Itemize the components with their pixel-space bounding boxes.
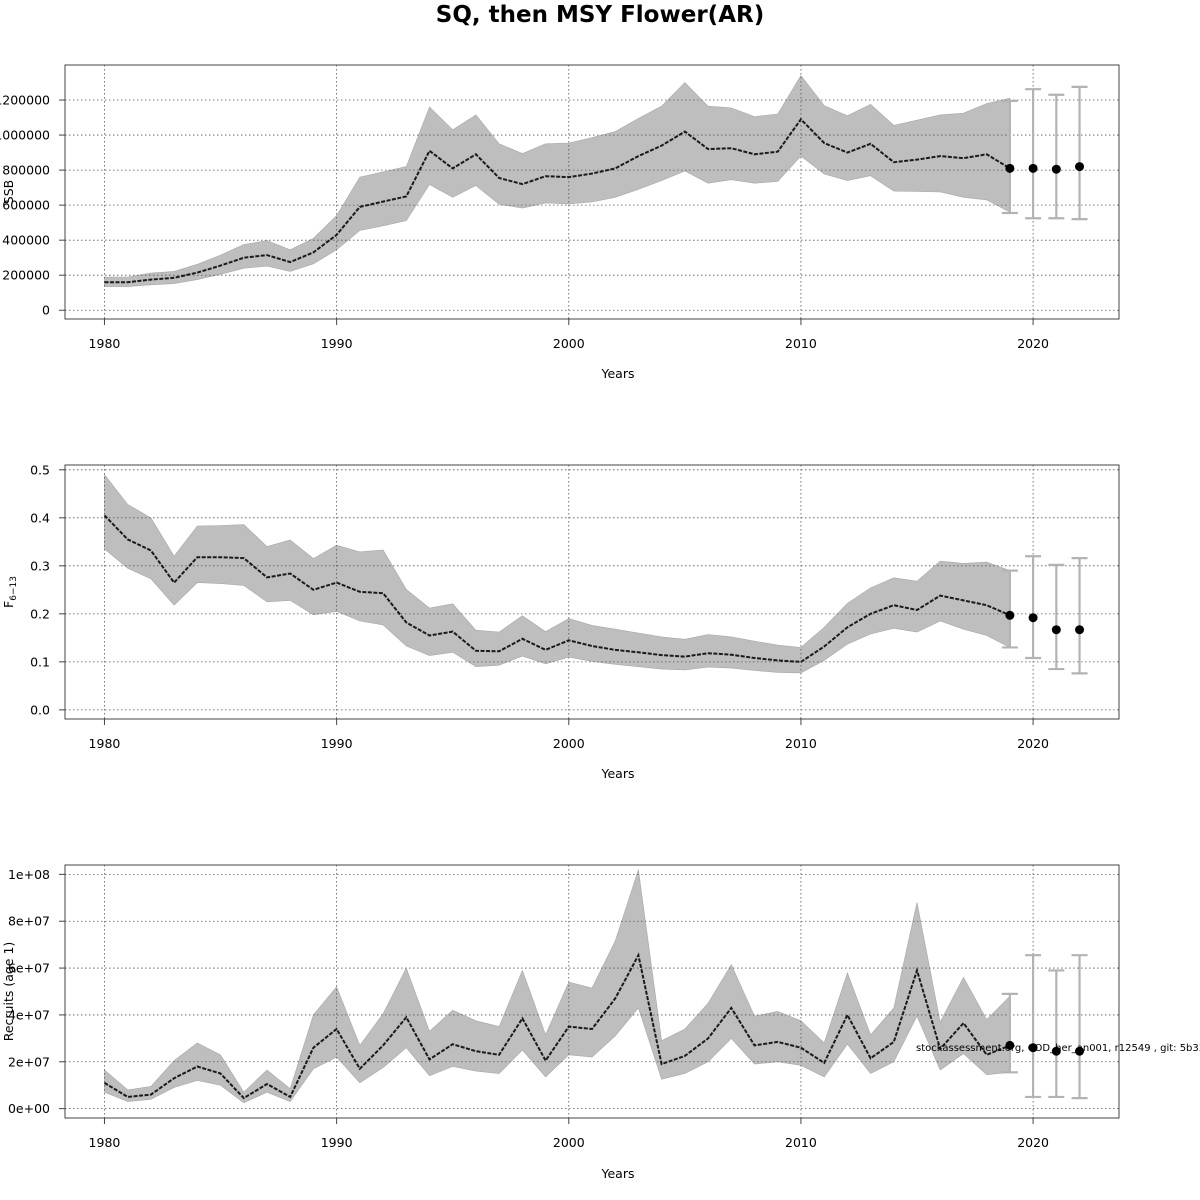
y-tick-label: 1200000	[0, 93, 50, 108]
y-tick-label: 1e+08	[8, 867, 50, 882]
median-line	[103, 952, 1011, 1100]
forecast-point	[1051, 625, 1061, 635]
stamp-annotation: stockassessment.org, COD_her_an001, r125…	[916, 1043, 1200, 1054]
forecast-point	[1005, 163, 1015, 173]
y-tick-label: 400000	[2, 233, 50, 248]
y-tick-label: 2e+07	[8, 1054, 50, 1069]
y-tick-label: 6e+07	[8, 961, 50, 976]
y-tick-label: 0.2	[30, 606, 50, 621]
y-tick-label: 0.0	[30, 702, 50, 717]
y-tick-label: 800000	[2, 163, 50, 178]
y-tick-label: 0.1	[30, 654, 50, 669]
y-tick-label: 8e+07	[8, 914, 50, 929]
panel-f: 1980 1990 2000 2010 2020 0.0 0.1 0.2 0.3 0.4 0.5 Ye…	[1, 462, 1120, 781]
panel-ssb: 1980 1990 2000 2010 2020 0 200000 400000 600000 8…	[0, 64, 1120, 381]
x-tick-label: 2000	[553, 1135, 585, 1150]
confidence-band	[104, 869, 1011, 1104]
forecast-point	[1051, 1046, 1061, 1056]
x-tick-label: 2020	[1017, 1135, 1049, 1150]
plot-frame	[64, 464, 1120, 720]
x-tick-label: 2010	[785, 336, 817, 351]
x-tick-label: 1990	[321, 336, 353, 351]
forecast-point	[1005, 1040, 1015, 1050]
y-tick-label: 0	[42, 303, 50, 318]
x-tick-label: 2020	[1017, 736, 1049, 751]
x-axis-label: Years	[601, 366, 635, 381]
median-line	[104, 117, 1011, 284]
plot-frame	[64, 64, 1120, 320]
x-tick-label: 1990	[321, 736, 353, 751]
x-tick-label: 2010	[785, 736, 817, 751]
x-tick-label: 2000	[553, 736, 585, 751]
forecast-point	[1075, 1046, 1085, 1056]
y-tick-label: 1000000	[0, 128, 50, 143]
forecast-point	[1051, 164, 1061, 174]
forecast-point	[1005, 610, 1015, 620]
x-axis-label: Years	[601, 1166, 635, 1181]
y-axis-label: Recruits (age 1)	[1, 942, 16, 1042]
x-tick-label: 1980	[89, 1135, 121, 1150]
y-tick-label: 200000	[2, 268, 50, 283]
confidence-band	[104, 473, 1011, 674]
y-axis-label-subscript: 6−13	[9, 576, 19, 601]
forecast-point	[1075, 162, 1085, 172]
median-line	[103, 514, 1011, 663]
x-tick-label: 2010	[785, 1135, 817, 1150]
forecast-point	[1028, 163, 1038, 173]
x-tick-label: 1980	[89, 336, 121, 351]
confidence-band	[104, 74, 1011, 287]
y-tick-label: 0.4	[30, 510, 50, 525]
y-tick-label: 4e+07	[8, 1007, 50, 1022]
x-tick-label: 2000	[553, 336, 585, 351]
y-tick-label: 0.3	[30, 558, 50, 573]
forecast-point	[1028, 613, 1038, 623]
x-axis-label: Years	[601, 766, 635, 781]
panel-recruits: 1980 1990 2000 2010 2020 0e+00 2e+07 4e+07 6e+07…	[1, 864, 1200, 1181]
y-axis-label: SSB	[1, 180, 16, 204]
forecast-point	[1028, 1043, 1038, 1053]
y-tick-label: 600000	[2, 198, 50, 213]
x-tick-label: 2020	[1017, 336, 1049, 351]
y-tick-label: 0.5	[30, 462, 50, 477]
plot-frame	[64, 864, 1120, 1119]
x-tick-label: 1980	[89, 736, 121, 751]
y-axis-label: F6−13	[1, 576, 19, 608]
y-tick-label: 0e+00	[8, 1101, 50, 1116]
forecast-point	[1075, 625, 1085, 635]
x-tick-label: 1990	[321, 1135, 353, 1150]
chart-title: SQ, then MSY Flower(AR)	[435, 2, 765, 28]
